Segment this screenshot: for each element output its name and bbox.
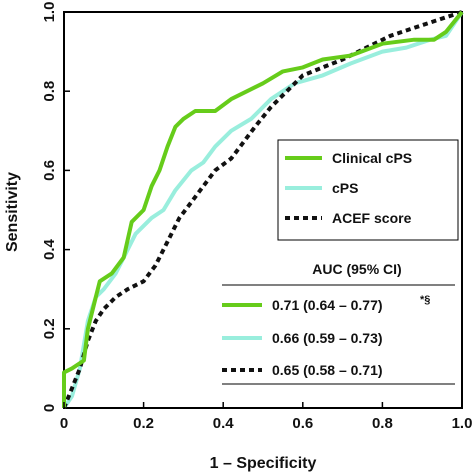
auc-value: 0.71 (0.64 – 0.77) — [272, 297, 383, 313]
auc-significance-mark: *§ — [420, 294, 430, 306]
x-tick-label: 1.0 — [452, 415, 473, 432]
x-tick-label: 0.2 — [133, 415, 154, 432]
legend: Clinical cPS cPS ACEF score — [277, 139, 459, 241]
legend-label: cPS — [332, 180, 358, 196]
x-axis-label: 1 – Specificity — [210, 455, 317, 472]
legend-label: ACEF score — [332, 210, 412, 226]
y-ticks: 0 0.2 0.4 0.6 0.8 1.0 — [41, 2, 70, 412]
x-tick-label: 0.4 — [213, 415, 235, 432]
auc-table: AUC (95% CI) 0.71 (0.64 – 0.77) *§ 0.66 (0… — [217, 257, 457, 387]
series-line-clinical-cps — [62, 10, 464, 408]
y-tick-label: 1.0 — [41, 2, 58, 23]
y-tick-label: 0.6 — [41, 160, 58, 181]
plot-frame — [63, 11, 463, 409]
auc-value: 0.66 (0.59 – 0.73) — [272, 330, 383, 346]
auc-table-background — [217, 257, 457, 387]
auc-header: AUC (95% CI) — [312, 261, 401, 277]
series-line-acef-score — [62, 10, 463, 409]
legend-label: Clinical cPS — [332, 150, 412, 166]
y-tick-label: 0.4 — [41, 239, 58, 261]
curves-layer — [62, 10, 464, 410]
y-axis-label: Sensitivity — [4, 172, 21, 252]
y-tick-label: 0.2 — [41, 318, 58, 339]
x-tick-label: 0 — [60, 415, 68, 432]
y-tick-label: 0.8 — [41, 81, 58, 102]
x-tick-label: 0.8 — [372, 415, 393, 432]
plot-area — [63, 11, 463, 409]
auc-value: 0.65 (0.58 – 0.71) — [272, 362, 383, 378]
y-tick-label: 0 — [41, 404, 58, 412]
x-ticks: 0 0.2 0.4 0.6 0.8 1.0 — [60, 402, 473, 432]
x-tick-label: 0.6 — [292, 415, 313, 432]
